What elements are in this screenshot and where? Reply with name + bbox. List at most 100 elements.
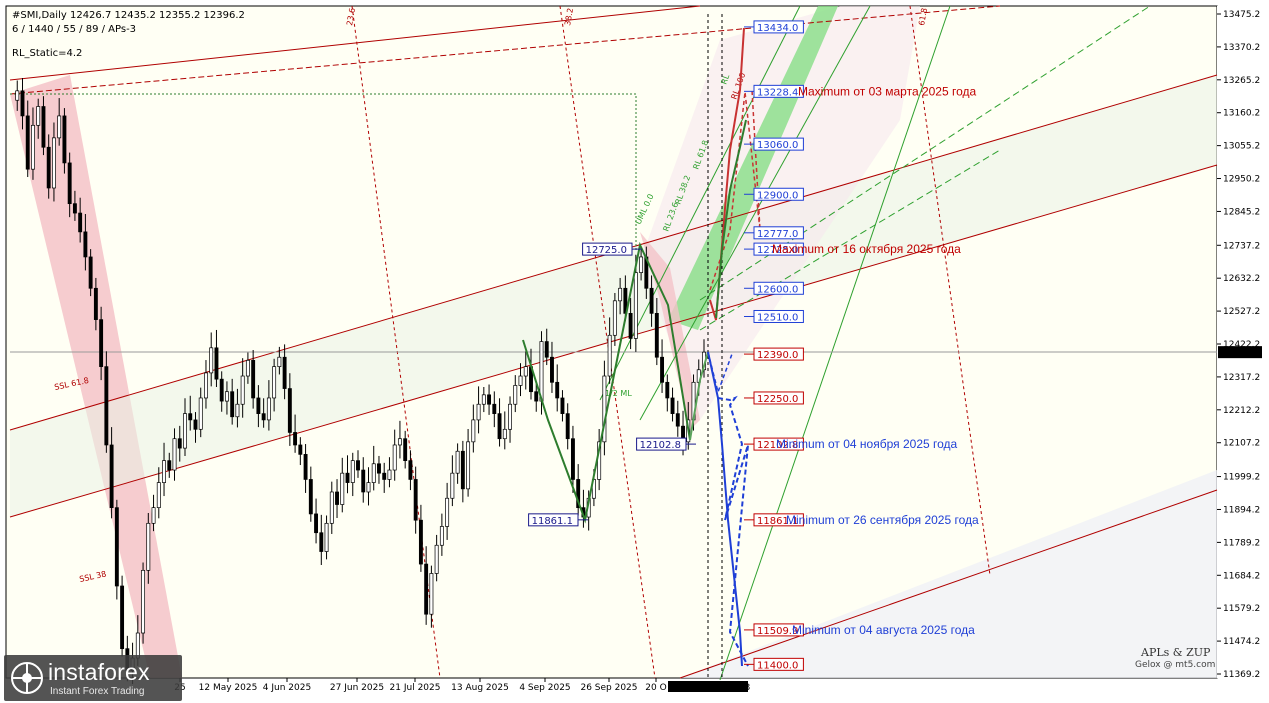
candle <box>188 413 193 421</box>
price-tick-label: 12527.2 <box>1223 307 1260 317</box>
target-level-down-box <box>753 623 804 637</box>
candle <box>366 482 371 493</box>
candle <box>314 513 319 534</box>
candle <box>350 460 355 483</box>
candle <box>670 397 675 414</box>
candle <box>272 366 277 399</box>
date-tick-label: 27 Jun 2025 <box>330 683 384 693</box>
target-level-up-box <box>753 309 804 323</box>
indicator-label: RL_Static=4.2 <box>12 48 82 59</box>
price-tick-label: 11999.2 <box>1223 473 1260 483</box>
candle <box>460 450 465 490</box>
candle <box>162 460 166 483</box>
candle <box>476 403 481 421</box>
price-tick-label: 11684.2 <box>1223 571 1260 581</box>
price-tick-label: 12212.2 <box>1223 406 1260 416</box>
target-level-up-box <box>753 226 804 240</box>
target-level-down-text: 12102.8 <box>757 440 798 451</box>
candle <box>439 526 444 546</box>
target-level-up-box <box>753 137 804 151</box>
price-tick-label: 11579.2 <box>1223 604 1260 614</box>
candle <box>576 479 581 509</box>
candle <box>156 482 161 509</box>
candle <box>466 441 471 490</box>
candle <box>508 403 512 430</box>
candle <box>518 375 523 386</box>
target-level-up-text: 12900.0 <box>757 190 798 201</box>
candle <box>502 428 507 440</box>
candle <box>471 419 476 443</box>
candle <box>513 385 518 405</box>
current-time-label: 2025.11.10 13:23 <box>670 683 750 693</box>
price-tick-label: 11894.2 <box>1223 505 1260 515</box>
blue-forecast-solid <box>707 351 743 667</box>
candle <box>560 397 565 414</box>
target-level-down-box <box>753 657 804 671</box>
candle <box>177 438 182 449</box>
candle <box>418 519 423 565</box>
candle <box>356 460 360 471</box>
candle <box>492 403 497 414</box>
target-level-up-text: 13060.0 <box>757 140 798 151</box>
target-level-down-text: 11400.0 <box>757 660 798 671</box>
green-forecast-solid <box>715 119 747 319</box>
candle <box>544 341 549 358</box>
green-zigzag-tail <box>689 351 709 441</box>
date-tick-label: 4 Sep 2025 <box>519 683 570 693</box>
candle <box>408 460 413 480</box>
candle <box>429 573 434 615</box>
date-tick-label: 13 Aug 2025 <box>451 683 509 693</box>
candle <box>319 532 324 552</box>
candle <box>41 106 46 148</box>
candle <box>555 381 560 399</box>
price-tick-label: 11789.2 <box>1223 538 1260 548</box>
history-level-box <box>636 437 687 451</box>
green-fork-line-1 <box>599 5 801 401</box>
annotation: Maximum от 16 октября 2025 года <box>772 242 961 256</box>
price-tick-label: 12845.2 <box>1223 207 1260 217</box>
price-tick-label: 12737.2 <box>1223 241 1260 251</box>
candle <box>607 334 612 377</box>
candle <box>93 287 98 320</box>
price-tick-label: 11474.2 <box>1223 637 1260 647</box>
lower-warning-line <box>679 489 1218 679</box>
candle <box>198 397 203 430</box>
candle <box>481 394 486 405</box>
candle <box>99 319 104 367</box>
date-tick-label: 20 O <box>645 683 666 693</box>
candle <box>78 212 83 233</box>
candle <box>660 356 665 383</box>
green-dashed-lower <box>699 149 1001 331</box>
fib-label: 23.6 <box>345 7 357 26</box>
price-tick-label: 12950.2 <box>1223 175 1260 185</box>
price-tick-label: 13055.2 <box>1223 142 1260 152</box>
candle <box>235 403 240 418</box>
fork-zone-fill <box>640 6 920 420</box>
price-tick-label: 13265.2 <box>1223 76 1260 86</box>
brand-name: instaforex <box>48 659 150 685</box>
candle <box>193 419 198 430</box>
target-level-up-text: 12777.0 <box>757 229 798 240</box>
candle <box>397 438 402 446</box>
candle <box>141 569 146 634</box>
target-level-down-text: 12390.0 <box>757 350 798 361</box>
fib-time-38-2 <box>559 5 656 679</box>
instaforex-logo[interactable]: instaforex Instant Forex Trading <box>4 655 182 701</box>
candle <box>539 341 544 402</box>
candle <box>340 472 345 505</box>
forecast-paths <box>707 27 761 667</box>
upper-warning-line <box>9 5 701 81</box>
price-tick-label: 12107.2 <box>1223 439 1260 449</box>
candle <box>172 438 177 471</box>
green-fork-line-2 <box>639 5 871 421</box>
target-level-up-box <box>753 242 804 256</box>
candle <box>209 347 214 374</box>
candle <box>282 356 287 389</box>
target-level-up-text: 12600.0 <box>757 284 798 295</box>
date-tick-label: 26 Sep 2025 <box>580 683 637 693</box>
target-level-up-box <box>753 20 804 34</box>
candle <box>298 444 303 455</box>
